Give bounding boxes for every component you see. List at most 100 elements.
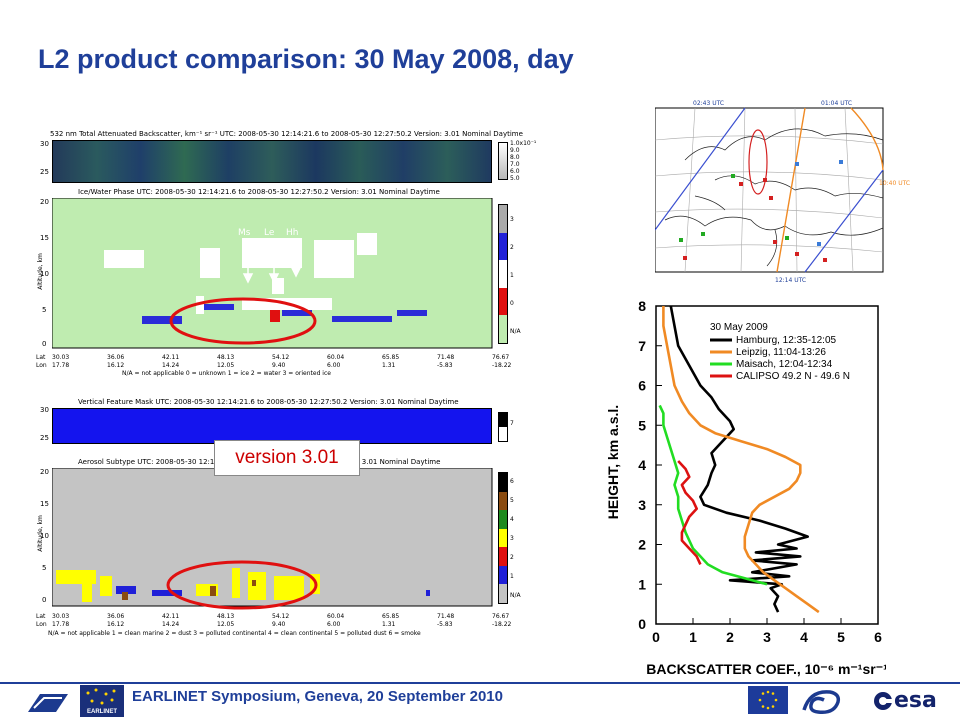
- aer-cbar-6: 6: [510, 478, 514, 485]
- x-tick-label: 5: [837, 629, 845, 645]
- vfm-panel: [52, 408, 492, 444]
- x-tick-label: 4: [800, 629, 808, 645]
- version-label: version 3.01: [214, 440, 360, 476]
- europe-map: 02:43 UTC 01:04 UTC 10:40 UTC 12:14 UTC: [654, 100, 927, 286]
- bs-cbar-3: 7.0: [510, 161, 520, 168]
- aerosol-lat-tick: 54.12: [272, 613, 290, 620]
- phase-ytick-0: 0: [42, 340, 47, 348]
- aerosol-legend: N/A = not applicable 1 = clean marine 2 …: [48, 630, 421, 637]
- map-label-0104: 01:04 UTC: [821, 100, 853, 107]
- aerosol-lat-tick: 65.85: [382, 613, 400, 620]
- series-line-2: [658, 404, 768, 586]
- aer-ytick-20: 20: [40, 468, 49, 476]
- y-tick-label: 1: [638, 576, 646, 592]
- phase-lon-tick: 17.78: [52, 362, 70, 369]
- bs-ytick-30: 30: [40, 140, 49, 148]
- phase-cbar-na: N/A: [510, 328, 521, 335]
- aer-cbar-1: 1: [510, 573, 514, 580]
- y-tick-label: 2: [638, 537, 646, 553]
- aerosol-lat-tick: 30.03: [52, 613, 70, 620]
- y-tick-label: 0: [638, 616, 646, 632]
- y-tick-label: 3: [638, 497, 646, 513]
- aer-ytick-10: 10: [40, 532, 49, 540]
- phase-lat-tick: 30.03: [52, 354, 70, 361]
- phase-legend: N/A = not applicable 0 = unknown 1 = ice…: [122, 370, 331, 377]
- phase-lon-tick: 16.12: [107, 362, 125, 369]
- esa-logo: esa: [872, 686, 944, 716]
- backscatter-profile-chart: 0 1 2 3 4 5 6 0 1 2 3 4 5 6 7 8 30 May 2009 Hamburg, 12…: [605, 298, 886, 677]
- map-label-0243: 02:43 UTC: [693, 100, 725, 107]
- phase-lat-tick: 42.11: [162, 354, 180, 361]
- station-mark-hh: Hh: [286, 228, 299, 238]
- aer-cbar-4: 4: [510, 516, 514, 523]
- series-line-3: [677, 460, 702, 565]
- legend-label: Leipzig, 11:04-13:26: [736, 347, 826, 358]
- backscatter-panel: [52, 140, 492, 183]
- phase-lon-label: Lon: [36, 362, 47, 369]
- aer-ytick-5: 5: [42, 564, 47, 572]
- x-axis-label: BACKSCATTER COEF., 10⁻⁶ m⁻¹sr⁻¹: [646, 661, 886, 677]
- y-tick-label: 8: [638, 298, 646, 314]
- y-tick-label: 5: [638, 417, 646, 433]
- phase-lon-tick: 1.31: [382, 362, 396, 369]
- phase-lat-tick: 54.12: [272, 354, 290, 361]
- phase-lon-tick: 6.00: [327, 362, 341, 369]
- bs-cbar-2: 8.0: [510, 154, 520, 161]
- vfm-ytick-25: 25: [40, 434, 49, 442]
- phase-ytick-20: 20: [40, 198, 49, 206]
- ift-logo: [28, 694, 68, 712]
- aerosol-lon-tick: 14.24: [162, 621, 180, 628]
- phase-colorbar: [498, 204, 508, 344]
- phase-lat-tick: 60.04: [327, 354, 345, 361]
- aerosol-lat-tick: 48.13: [217, 613, 235, 620]
- phase-lat-tick: 36.06: [107, 354, 125, 361]
- slide-title: L2 product comparison: 30 May 2008, day: [38, 44, 574, 74]
- vfm-panel-title: Vertical Feature Mask UTC: 2008-05-30 12…: [78, 398, 459, 406]
- station-mark-le: Le: [264, 228, 275, 238]
- bs-cbar-0: 1.0x10⁻¹: [510, 140, 537, 147]
- aerosol-lon-tick: 6.00: [327, 621, 341, 628]
- map-label-1040: 10:40 UTC: [879, 180, 911, 187]
- aerosol-lat-tick: 36.06: [107, 613, 125, 620]
- aerosol-lon-tick: 12.05: [217, 621, 235, 628]
- esa-logo-mark: [874, 692, 892, 710]
- aerosol-lat-tick: 60.04: [327, 613, 345, 620]
- bs-cbar-1: 9.0: [510, 147, 520, 154]
- map-label-1214: 12:14 UTC: [775, 277, 807, 284]
- aer-lon-label: Lon: [36, 621, 47, 628]
- calipso-figure: 532 nm Total Attenuated Backscatter, km⁻…: [36, 128, 536, 643]
- phase-cbar-0: 0: [510, 300, 514, 307]
- aer-cbar-na: N/A: [510, 592, 521, 599]
- aerosol-lon-tick: 1.31: [382, 621, 396, 628]
- aer-ytick-15: 15: [40, 500, 49, 508]
- y-tick-label: 4: [638, 457, 646, 473]
- x-tick-label: 2: [726, 629, 734, 645]
- y-axis-label: HEIGHT, km a.s.l.: [605, 405, 621, 519]
- series-line-1: [662, 306, 820, 614]
- phase-lat-label: Lat: [36, 354, 46, 361]
- aer-lat-label: Lat: [36, 613, 46, 620]
- aerosol-lon-tick: 9.40: [272, 621, 286, 628]
- phase-cbar-2: 2: [510, 244, 514, 251]
- phase-lon-tick: 12.05: [217, 362, 235, 369]
- aerosol-lon-tick: -5.83: [437, 621, 453, 628]
- x-tick-label: 1: [689, 629, 697, 645]
- backscatter-colorbar: [498, 142, 508, 180]
- phase-lon-tick: -5.83: [437, 362, 453, 369]
- aer-cbar-2: 2: [510, 554, 514, 561]
- map-track-orange-1: [776, 107, 806, 273]
- bs-cbar-5: 5.0: [510, 175, 520, 182]
- fp6-logo: [802, 690, 841, 715]
- map-track-orange-2: [850, 107, 884, 171]
- map-track-red: [748, 129, 768, 195]
- phase-ytick-10: 10: [40, 270, 49, 278]
- map-track-blue-2: [804, 169, 884, 273]
- earlinet-logo-stars: [86, 688, 116, 705]
- aerosol-colorbar: [498, 472, 508, 604]
- phase-ytick-15: 15: [40, 234, 49, 242]
- phase-cbar-1: 1: [510, 272, 514, 279]
- phase-altitude-label: Altitude, km: [36, 253, 44, 290]
- y-tick-label: 7: [638, 338, 646, 354]
- aerosol-altitude-label: Altitude, km: [36, 515, 44, 552]
